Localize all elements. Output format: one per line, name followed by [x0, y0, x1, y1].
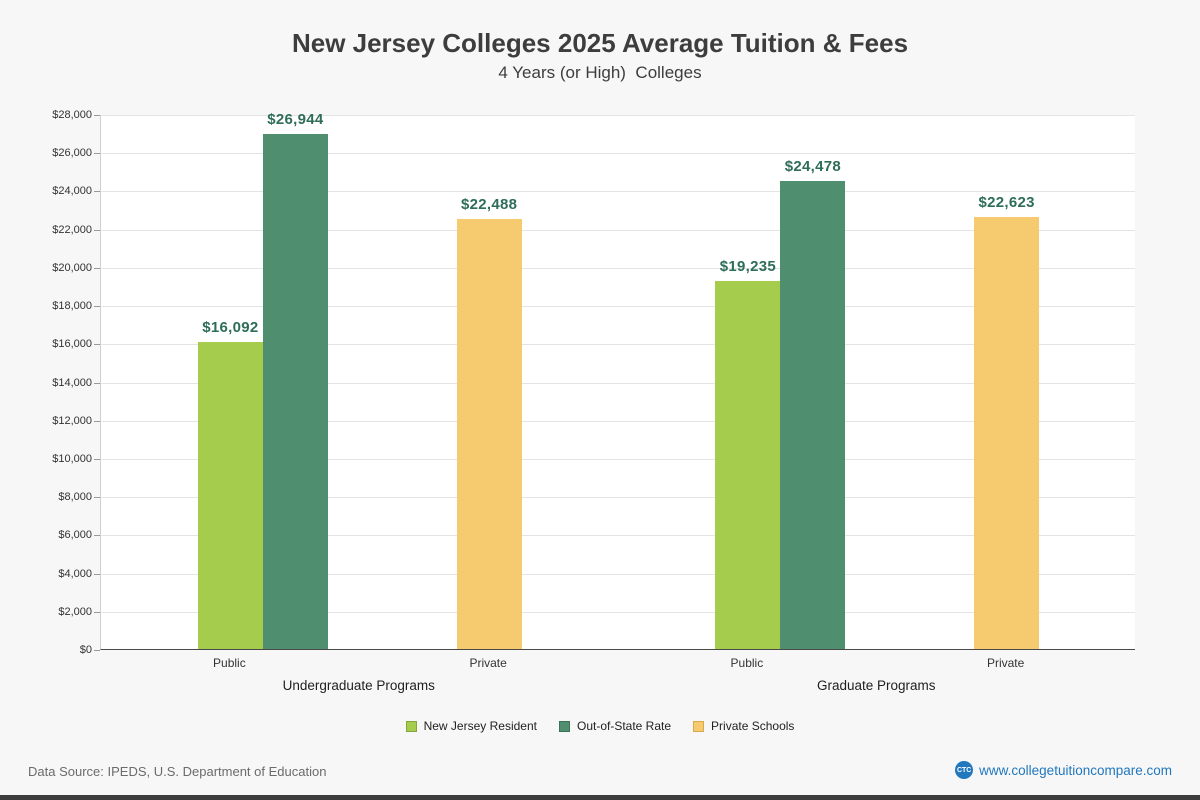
legend: New Jersey Resident Out-of-State Rate Priv… [0, 719, 1200, 733]
y-axis-label: $4,000 [58, 567, 92, 580]
bar-private-schools [456, 219, 522, 649]
y-axis-label: $28,000 [52, 109, 92, 121]
y-axis-label: $22,000 [52, 223, 92, 236]
y-axis-tick [94, 267, 100, 269]
y-axis-tick [94, 229, 100, 231]
gridline [101, 191, 1135, 193]
legend-label: Out-of-State Rate [576, 719, 672, 733]
y-axis-tick [94, 458, 100, 460]
y-axis-tick [94, 191, 100, 193]
gridline [101, 229, 1135, 231]
legend-label: Private Schools [711, 719, 795, 733]
y-axis-labels: $0 $2,000 $4,000 $6,000 $8,000 $10,000 $12,000… [0, 109, 92, 656]
gridline [101, 306, 1135, 308]
site-logo-icon[interactable]: CTC [955, 761, 974, 779]
footer-site: CTC www.collegetuitioncompare.com [955, 761, 1172, 779]
x-axis-labels: Public Private Public Private [100, 656, 1135, 672]
y-axis-label: $26,000 [52, 147, 92, 160]
legend-item: Private Schools [693, 719, 794, 733]
bar-value-label: $16,092 [202, 318, 259, 336]
gridline [101, 573, 1135, 575]
bar-value-label: $22,623 [978, 193, 1035, 211]
y-axis-tick [94, 115, 100, 116]
y-axis-label: $18,000 [52, 300, 92, 313]
y-axis-tick [94, 344, 100, 346]
group-labels: Undergraduate Programs Graduate Programs [100, 678, 1135, 696]
y-axis-tick [94, 611, 100, 613]
gridline [101, 382, 1135, 384]
y-axis-label: $12,000 [52, 414, 92, 427]
bar-out-of-state-rate [262, 134, 328, 649]
y-axis-label: $6,000 [58, 529, 92, 542]
gridline [101, 420, 1135, 422]
chart-subtitle: 4 Years (or High) Colleges [498, 63, 702, 82]
legend-swatch-private-schools [693, 720, 705, 732]
legend-label: New Jersey Resident [423, 719, 537, 733]
y-axis-label: $16,000 [52, 338, 92, 351]
legend-swatch-new-jersey-resident [405, 720, 417, 732]
gridline [101, 115, 1135, 116]
y-axis-tick [94, 153, 100, 155]
gridline [101, 497, 1135, 499]
group-label: Undergraduate Programs [282, 678, 435, 693]
data-source-text: Data Source: IPEDS, U.S. Department of E… [28, 764, 327, 779]
y-axis-tick [94, 497, 100, 499]
y-axis-tick [94, 306, 100, 308]
y-axis-label: $20,000 [52, 261, 92, 274]
y-axis-label: $8,000 [58, 491, 92, 504]
bar-value-label: $26,944 [267, 111, 324, 129]
y-axis-tick [94, 382, 100, 384]
y-axis-label: $10,000 [52, 452, 92, 465]
y-axis-ticks [94, 115, 100, 651]
bar-value-label: $19,235 [719, 258, 777, 276]
site-link[interactable]: www.collegetuitioncompare.com [979, 762, 1172, 778]
bar-value-label: $24,478 [784, 158, 842, 176]
group-label: Graduate Programs [816, 678, 936, 693]
x-axis-label: Public [730, 656, 764, 670]
bottom-edge [0, 795, 1200, 800]
x-axis-label: Public [213, 656, 246, 670]
bar-new-jersey-resident [197, 341, 263, 649]
y-axis-tick [94, 573, 100, 575]
chart-title: New Jersey Colleges 2025 Average Tuition… [291, 28, 909, 58]
gridline [101, 535, 1135, 537]
legend-item: Out-of-State Rate [558, 719, 672, 733]
y-axis-tick [94, 650, 100, 651]
x-axis-label: Private [469, 656, 507, 670]
y-axis-label: $24,000 [52, 185, 92, 198]
legend-swatch-out-of-state-rate [558, 720, 570, 732]
gridline [101, 458, 1135, 460]
y-axis-label: $14,000 [52, 376, 92, 389]
gridline [101, 344, 1135, 346]
bar-value-label: $22,488 [460, 196, 518, 214]
y-axis-label: $2,000 [58, 605, 92, 618]
bar-out-of-state-rate [780, 181, 846, 649]
x-axis-label: Private [986, 656, 1025, 670]
bar-private-schools [974, 216, 1040, 649]
gridline [101, 153, 1135, 155]
y-axis-tick [94, 535, 100, 537]
plot-area: $16,092 $26,944 $22,488 $19,235 $24,478 $22,6… [100, 111, 1135, 650]
y-axis-tick [94, 420, 100, 422]
y-axis-label: $0 [79, 644, 92, 656]
gridline [101, 267, 1135, 269]
gridline [101, 611, 1135, 613]
bar-new-jersey-resident [715, 281, 781, 649]
legend-item: New Jersey Resident [405, 719, 537, 733]
